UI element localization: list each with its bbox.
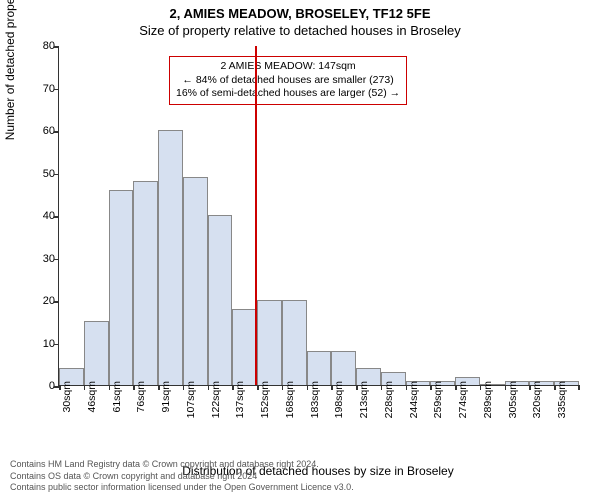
histogram-bar [331,351,356,385]
y-tick-label: 80 [29,40,55,52]
y-tick-label: 20 [29,295,55,307]
y-axis-label: Number of detached properties [3,0,17,140]
annotation-box: 2 AMIES MEADOW: 147sqm ← 84% of detached… [169,56,407,105]
y-tick-mark [54,46,59,48]
histogram-bar [133,181,158,385]
x-tick-mark [282,385,284,390]
y-tick-mark [54,131,59,133]
x-tick-mark [554,385,556,390]
x-tick-label: 289sqm [482,381,494,418]
x-tick-label: 183sqm [309,381,321,418]
histogram-bar [257,300,282,385]
y-tick-label: 0 [29,380,55,392]
x-tick-label: 107sqm [185,381,197,418]
histogram-bar [109,190,134,386]
y-tick-label: 10 [29,338,55,350]
histogram-bar [282,300,307,385]
x-tick-mark [578,385,580,390]
histogram-bar [307,351,332,385]
annotation-line2: ← 84% of detached houses are smaller (27… [176,74,400,88]
histogram-bar [158,130,183,385]
x-tick-label: 152sqm [259,381,271,418]
y-tick-mark [54,89,59,91]
x-tick-mark [158,385,160,390]
y-tick-mark [54,259,59,261]
x-tick-mark [183,385,185,390]
x-tick-label: 335sqm [556,381,568,418]
x-tick-mark [455,385,457,390]
x-tick-mark [529,385,531,390]
footer-line3: Contains public sector information licen… [10,482,354,494]
x-tick-mark [381,385,383,390]
histogram-bar [232,309,257,386]
x-tick-label: 213sqm [358,381,370,418]
x-tick-mark [59,385,61,390]
histogram-bar [208,215,233,385]
page-subtitle: Size of property relative to detached ho… [0,21,600,38]
x-tick-label: 320sqm [531,381,543,418]
x-tick-mark [505,385,507,390]
x-tick-label: 168sqm [284,381,296,418]
histogram-bar [84,321,109,385]
x-tick-label: 61sqm [111,381,123,413]
x-tick-mark [430,385,432,390]
y-tick-label: 40 [29,210,55,222]
x-tick-label: 228sqm [383,381,395,418]
chart-container: Number of detached properties 2 AMIES ME… [58,46,578,416]
x-tick-mark [257,385,259,390]
y-tick-mark [54,216,59,218]
footer-line2: Contains OS data © Crown copyright and d… [10,471,354,483]
x-tick-mark [406,385,408,390]
x-tick-label: 274sqm [457,381,469,418]
x-tick-mark [109,385,111,390]
x-tick-label: 46sqm [86,381,98,413]
plot-area: 2 AMIES MEADOW: 147sqm ← 84% of detached… [58,46,578,386]
x-tick-label: 91sqm [160,381,172,413]
y-tick-label: 60 [29,125,55,137]
annotation-line1: 2 AMIES MEADOW: 147sqm [176,60,400,74]
x-tick-mark [307,385,309,390]
x-tick-label: 259sqm [432,381,444,418]
x-tick-mark [232,385,234,390]
page-title-address: 2, AMIES MEADOW, BROSELEY, TF12 5FE [0,0,600,21]
x-tick-mark [356,385,358,390]
y-tick-mark [54,301,59,303]
x-tick-mark [480,385,482,390]
y-tick-label: 70 [29,83,55,95]
x-tick-label: 137sqm [234,381,246,418]
x-tick-mark [84,385,86,390]
y-tick-label: 50 [29,168,55,180]
y-tick-mark [54,174,59,176]
x-tick-label: 305sqm [507,381,519,418]
x-tick-mark [133,385,135,390]
x-tick-label: 76sqm [135,381,147,413]
x-tick-label: 30sqm [61,381,73,413]
y-tick-label: 30 [29,253,55,265]
x-tick-mark [331,385,333,390]
reference-line [255,46,257,385]
x-tick-label: 122sqm [210,381,222,418]
footer-attribution: Contains HM Land Registry data © Crown c… [10,459,354,494]
annotation-line3: 16% of semi-detached houses are larger (… [176,87,400,101]
x-tick-mark [208,385,210,390]
footer-line1: Contains HM Land Registry data © Crown c… [10,459,354,471]
x-tick-label: 244sqm [408,381,420,418]
x-tick-label: 198sqm [333,381,345,418]
histogram-bar [183,177,208,385]
y-tick-mark [54,344,59,346]
